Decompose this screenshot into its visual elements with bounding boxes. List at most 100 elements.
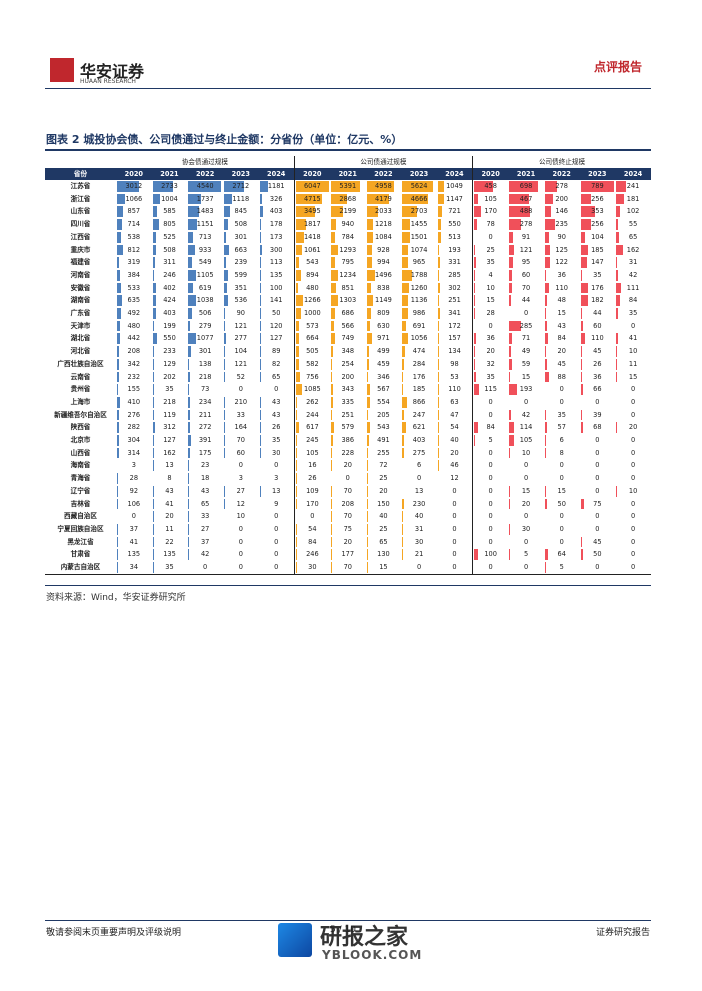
cell-value: 37 <box>200 537 210 546</box>
cell-value: 20 <box>486 347 495 356</box>
data-bar <box>509 320 522 332</box>
cell-value: 13 <box>165 461 174 470</box>
cell-value: 234 <box>198 397 212 406</box>
cell: 63 <box>437 396 473 409</box>
data-bar <box>474 371 476 383</box>
cell: 246 <box>293 548 330 562</box>
cell-value: 185 <box>591 245 604 254</box>
data-bar <box>366 409 368 421</box>
cell: 279 <box>187 320 223 333</box>
cell: 254 <box>330 358 366 371</box>
cell-value: 8 <box>167 474 172 483</box>
cell-value: 391 <box>198 436 212 445</box>
cell-value: 0 <box>523 537 529 546</box>
cell-value: 1151 <box>196 220 214 229</box>
cell-value: 55 <box>628 220 638 229</box>
data-bar <box>117 231 121 243</box>
cell-value: 50 <box>272 309 281 318</box>
cell-value: 30 <box>272 448 281 457</box>
cell: 78 <box>472 218 509 231</box>
cell-value: 0 <box>488 563 493 572</box>
data-bar <box>223 320 225 332</box>
cell: 857 <box>116 205 152 218</box>
data-bar <box>544 295 547 307</box>
cell-value: 0 <box>595 448 600 457</box>
data-bar <box>223 358 225 370</box>
data-bar <box>544 371 549 383</box>
cell-value: 26 <box>308 474 317 483</box>
cell-value: 232 <box>127 372 141 381</box>
data-bar <box>509 244 515 256</box>
cell-value: 10 <box>486 283 495 292</box>
cell: 314 <box>116 447 152 460</box>
cell: 1084 <box>366 231 402 244</box>
table-row: 天津市 480 199 279 121 120 573 566 630 691 172 0 285 43 6… <box>45 319 651 333</box>
data-bar <box>580 346 583 357</box>
cell-value: 0 <box>630 499 636 508</box>
cell-value: 784 <box>341 232 355 241</box>
cell: 28 <box>116 472 152 485</box>
cell: 0 <box>615 459 651 472</box>
cell: 37 <box>187 536 223 549</box>
cell-value: 0 <box>630 537 636 546</box>
cell-value: 200 <box>341 372 355 381</box>
cell-value: 42 <box>521 410 531 419</box>
cell-value: 60 <box>521 270 531 279</box>
cell-value: 9 <box>274 499 279 508</box>
data-bar <box>580 409 583 421</box>
data-bar <box>580 181 614 192</box>
data-bar <box>295 282 299 294</box>
cell: 311 <box>152 256 188 269</box>
table-row: 江苏省 3012 2733 4540 2712 1181 6047 5391 4958 5624 1… <box>45 180 651 193</box>
cell-value: 5391 <box>339 182 357 190</box>
cell-value: 256 <box>591 220 604 229</box>
cell-value: 185 <box>412 385 426 394</box>
data-bar <box>330 346 333 357</box>
cell: 1455 <box>401 218 437 231</box>
data-bar <box>117 181 139 192</box>
cell-value: 244 <box>306 410 319 419</box>
cell: 0 <box>544 536 580 549</box>
cell-value: 402 <box>163 283 176 292</box>
table-row: 黑龙江省 41 22 37 0 0 84 20 65 30 0 0 0 0 45 0 <box>45 535 651 549</box>
cell: 50 <box>544 498 580 511</box>
cell-value: 33 <box>236 410 245 419</box>
data-bar <box>366 384 370 395</box>
cell: 0 <box>615 434 651 447</box>
cell-value: 98 <box>450 359 459 368</box>
cell-value: 1218 <box>375 220 392 229</box>
cell: 809 <box>366 307 402 320</box>
footer-rule <box>45 920 651 921</box>
data-bar <box>295 358 299 370</box>
cell-value: 0 <box>345 474 350 483</box>
cell-value: 200 <box>555 194 568 203</box>
cell-value: 894 <box>306 270 319 279</box>
data-bar <box>117 549 118 561</box>
cell-value: 114 <box>519 423 533 432</box>
province: 甘肃省 <box>70 550 91 559</box>
data-bar <box>616 371 617 383</box>
cell: 60 <box>223 447 259 460</box>
cell: 49 <box>508 345 544 358</box>
cell: 4666 <box>401 193 437 206</box>
cell-value: 508 <box>234 220 248 229</box>
cell-value: 162 <box>163 448 176 457</box>
data-bar <box>366 371 369 383</box>
cell-value: 90 <box>236 309 245 318</box>
data-bar <box>259 320 261 332</box>
cell-value: 64 <box>557 550 566 559</box>
table-row: 安徽省 533 402 619 351 100 480 851 838 1260 302 10 70 11… <box>45 281 651 295</box>
cell-value: 971 <box>377 334 390 343</box>
data-bar <box>152 422 155 434</box>
cell: 8 <box>544 447 580 460</box>
cell-value: 50 <box>557 499 566 508</box>
cell-value: 554 <box>377 397 390 406</box>
cell: 812 <box>116 244 152 257</box>
logo-en: HUAAN RESEARCH <box>80 78 136 85</box>
cell: 122 <box>544 256 580 269</box>
data-bar <box>616 282 621 294</box>
table-row: 浙江省 1066 1004 1737 1118 326 4715 2868 4179 4666 11… <box>45 192 651 206</box>
cell: 251 <box>437 294 473 307</box>
cell-value: 1084 <box>375 232 392 241</box>
cell: 135 <box>152 548 188 561</box>
